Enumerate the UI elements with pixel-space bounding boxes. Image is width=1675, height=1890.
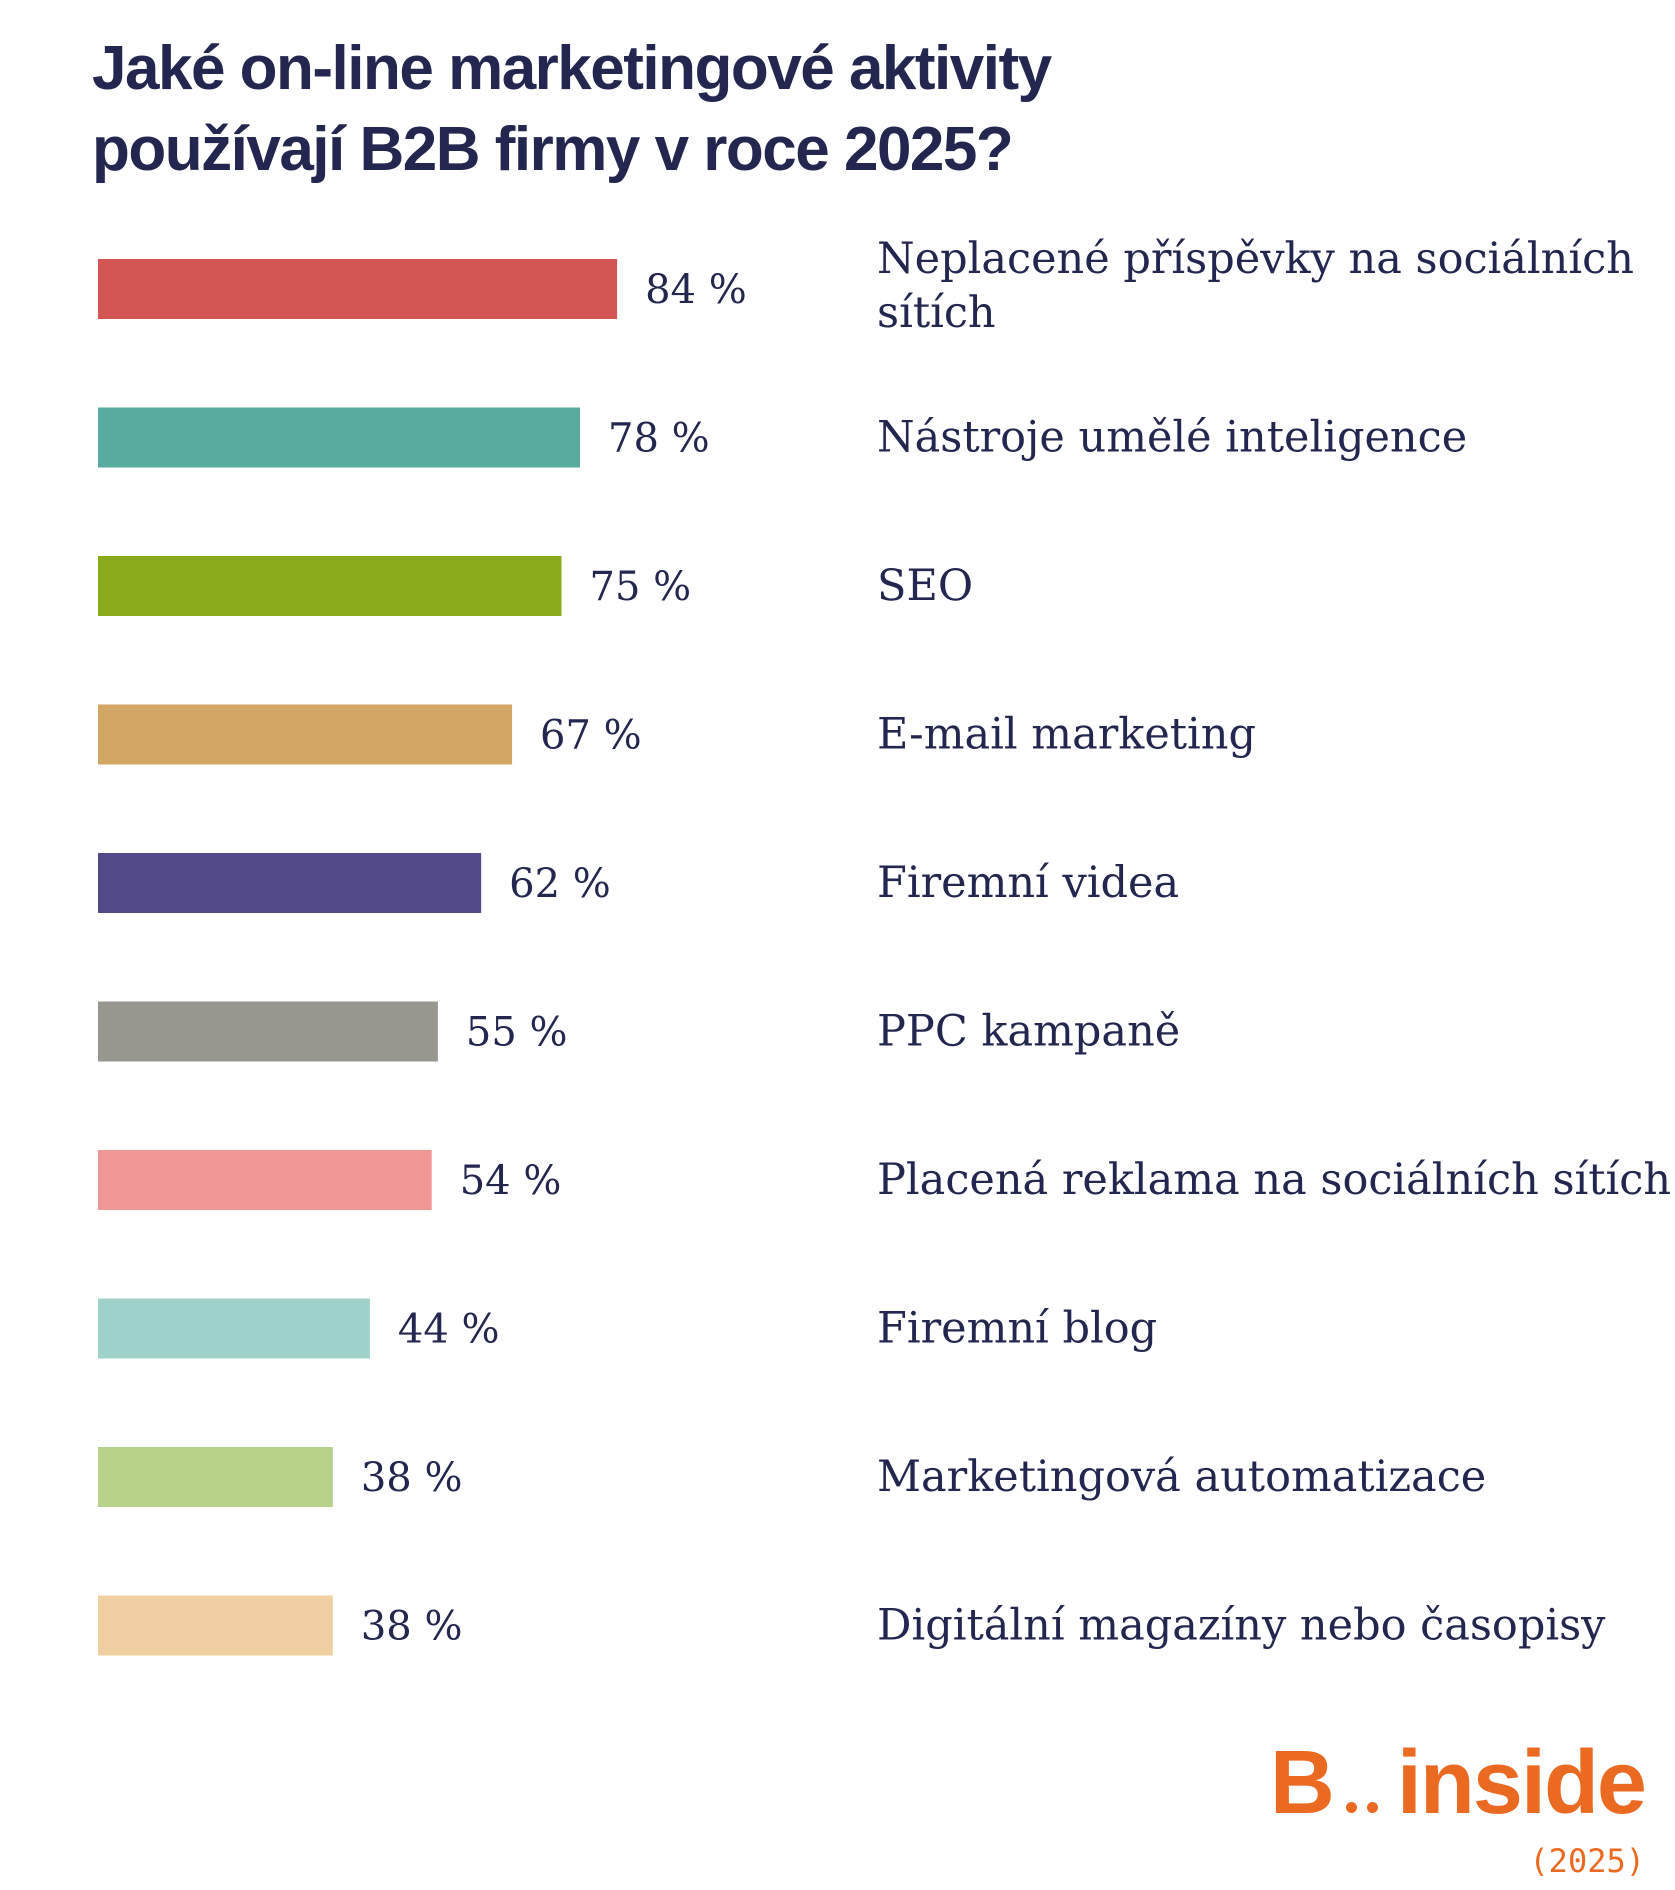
- brand-dots-icon: [1341, 1738, 1383, 1828]
- category-label-5: Firemní videa: [877, 858, 1179, 908]
- bar-6: [98, 1001, 438, 1062]
- bar-7: [98, 1150, 432, 1210]
- bar-value-label-6: 55 %: [466, 1010, 568, 1056]
- bar-4: [98, 704, 513, 765]
- category-label-2: Nástroje umělé inteligence: [877, 413, 1467, 463]
- bar-value-label-3: 75 %: [590, 564, 692, 610]
- bar-value-label-4: 67 %: [540, 713, 642, 759]
- brand-year: (2025): [1529, 1842, 1645, 1881]
- category-label-1: Neplacené příspěvky na sociálních sítích: [877, 234, 1634, 338]
- bar-1: [98, 259, 618, 319]
- bar-value-label-10: 38 %: [361, 1604, 463, 1650]
- bar-3: [98, 556, 562, 616]
- category-label-4: E-mail marketing: [877, 710, 1256, 760]
- chart-title-line-1: Jaké on-line marketingové aktivity: [92, 34, 1052, 103]
- bar-2: [98, 407, 581, 468]
- category-label-9: Marketingová automatizace: [877, 1452, 1486, 1502]
- bar-value-label-9: 38 %: [361, 1455, 463, 1501]
- category-label-10: Digitální magazíny nebo časopisy: [877, 1601, 1606, 1651]
- chart-title: Jaké on-line marketingové aktivity použí…: [92, 28, 1392, 190]
- bar-5: [98, 853, 482, 913]
- brand-name-left: B: [1269, 1733, 1335, 1833]
- bar-value-label-1: 84 %: [645, 267, 747, 313]
- category-label-8: Firemní blog: [877, 1304, 1157, 1354]
- category-label-6: PPC kampaně: [877, 1007, 1180, 1057]
- bar-8: [98, 1298, 370, 1359]
- bar-10: [98, 1595, 333, 1656]
- bar-value-label-8: 44 %: [398, 1307, 500, 1353]
- bar-value-label-2: 78 %: [608, 416, 710, 462]
- bar-value-label-7: 54 %: [460, 1158, 562, 1204]
- bar-9: [98, 1447, 333, 1507]
- chart-title-line-2: používají B2B firmy v roce 2025?: [92, 115, 1014, 184]
- category-label-3: SEO: [877, 561, 973, 611]
- category-label-7: Placená reklama na sociálních sítích: [877, 1155, 1671, 1205]
- brand-name-right: inside: [1396, 1733, 1647, 1833]
- bar-value-label-5: 62 %: [509, 861, 611, 907]
